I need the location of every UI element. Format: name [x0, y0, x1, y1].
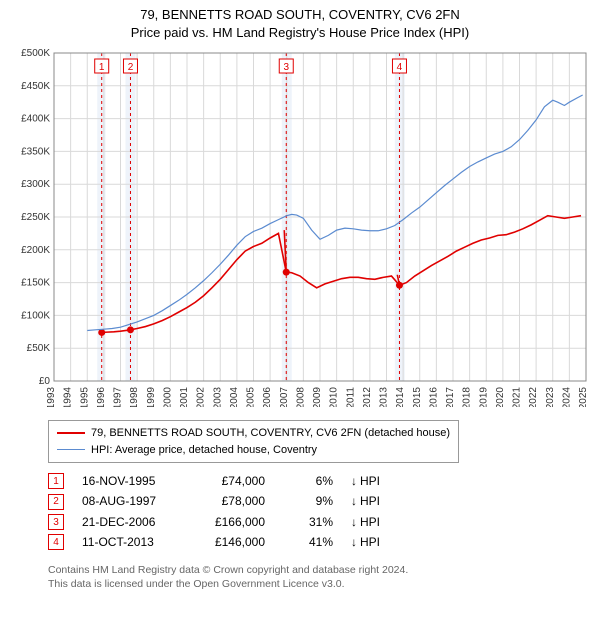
footer-line2: This data is licensed under the Open Gov…: [48, 577, 592, 591]
transaction-table: 116-NOV-1995£74,0006%↓HPI208-AUG-1997£78…: [48, 471, 592, 553]
arrow-down-icon: ↓: [351, 532, 357, 552]
legend-row: 79, BENNETTS ROAD SOUTH, COVENTRY, CV6 2…: [57, 425, 450, 442]
arrow-down-icon: ↓: [351, 491, 357, 511]
svg-text:£250K: £250K: [21, 212, 50, 223]
tx-date: 21-DEC-2006: [82, 512, 177, 532]
svg-text:2025: 2025: [578, 387, 589, 407]
tx-hpi: ↓HPI: [351, 532, 380, 552]
svg-text:£300K: £300K: [21, 179, 50, 190]
event-marker: 1: [48, 473, 64, 489]
legend: 79, BENNETTS ROAD SOUTH, COVENTRY, CV6 2…: [48, 420, 459, 463]
legend-label: 79, BENNETTS ROAD SOUTH, COVENTRY, CV6 2…: [91, 425, 450, 442]
svg-text:2004: 2004: [229, 387, 240, 407]
tx-pct: 6%: [283, 471, 333, 491]
tx-date: 16-NOV-1995: [82, 471, 177, 491]
tx-hpi: ↓HPI: [351, 491, 380, 511]
svg-text:£50K: £50K: [27, 343, 51, 354]
svg-text:1999: 1999: [146, 387, 157, 407]
svg-text:2002: 2002: [196, 387, 207, 407]
tx-date: 11-OCT-2013: [82, 532, 177, 552]
footer-line1: Contains HM Land Registry data © Crown c…: [48, 563, 592, 577]
svg-text:£400K: £400K: [21, 114, 50, 125]
svg-text:2003: 2003: [212, 387, 223, 407]
svg-text:£200K: £200K: [21, 245, 50, 256]
price-chart: £0 £50K £100K £150K £200K £250K £300K £350K £400…: [8, 47, 592, 412]
tx-hpi: ↓HPI: [351, 471, 380, 491]
chart-svg: £0 £50K £100K £150K £200K £250K £300K £350K £400…: [8, 47, 592, 407]
svg-text:2008: 2008: [295, 387, 306, 407]
legend-swatch: [57, 432, 85, 434]
hpi-label: HPI: [360, 491, 380, 511]
tx-price: £166,000: [195, 512, 265, 532]
svg-text:2019: 2019: [478, 387, 489, 407]
svg-text:4: 4: [397, 62, 403, 73]
legend-swatch: [57, 449, 85, 450]
tx-price: £74,000: [195, 471, 265, 491]
svg-text:2007: 2007: [279, 387, 290, 407]
svg-text:£350K: £350K: [21, 146, 50, 157]
svg-text:1994: 1994: [63, 387, 74, 407]
table-row: 4 11-OCT-2013 £146,000 41% ↓HPI: [48, 532, 592, 552]
svg-text:1: 1: [99, 62, 105, 73]
legend-row: HPI: Average price, detached house, Cove…: [57, 442, 450, 459]
arrow-down-icon: ↓: [351, 512, 357, 532]
svg-text:2005: 2005: [246, 387, 257, 407]
table-row: 3 21-DEC-2006 £166,000 31% ↓HPI: [48, 512, 592, 532]
svg-text:2001: 2001: [179, 387, 190, 407]
svg-text:2021: 2021: [512, 387, 523, 407]
tx-pct: 31%: [283, 512, 333, 532]
svg-text:2014: 2014: [395, 387, 406, 407]
svg-text:2017: 2017: [445, 387, 456, 407]
svg-text:2016: 2016: [428, 387, 439, 407]
hpi-label: HPI: [360, 532, 380, 552]
svg-text:2010: 2010: [329, 387, 340, 407]
tx-price: £78,000: [195, 491, 265, 511]
hpi-label: HPI: [360, 471, 380, 491]
svg-text:2022: 2022: [528, 387, 539, 407]
svg-text:1997: 1997: [113, 387, 124, 407]
tx-pct: 41%: [283, 532, 333, 552]
svg-text:2023: 2023: [545, 387, 556, 407]
arrow-down-icon: ↓: [351, 471, 357, 491]
page-title-line2: Price paid vs. HM Land Registry's House …: [8, 24, 592, 42]
svg-text:2006: 2006: [262, 387, 273, 407]
svg-text:1996: 1996: [96, 387, 107, 407]
hpi-label: HPI: [360, 512, 380, 532]
svg-text:2000: 2000: [162, 387, 173, 407]
tx-date: 08-AUG-1997: [82, 491, 177, 511]
svg-text:1993: 1993: [46, 387, 57, 407]
svg-text:2013: 2013: [379, 387, 390, 407]
svg-text:2: 2: [128, 62, 134, 73]
svg-text:2018: 2018: [462, 387, 473, 407]
svg-text:2015: 2015: [412, 387, 423, 407]
svg-text:2009: 2009: [312, 387, 323, 407]
event-marker: 3: [48, 514, 64, 530]
tx-hpi: ↓HPI: [351, 512, 380, 532]
svg-text:£500K: £500K: [21, 48, 50, 59]
svg-text:£150K: £150K: [21, 278, 50, 289]
event-marker: 2: [48, 494, 64, 510]
legend-label: HPI: Average price, detached house, Cove…: [91, 442, 317, 459]
event-marker: 4: [48, 534, 64, 550]
svg-text:£0: £0: [39, 376, 51, 387]
tx-pct: 9%: [283, 491, 333, 511]
svg-text:1995: 1995: [79, 387, 90, 407]
svg-text:£100K: £100K: [21, 310, 50, 321]
table-row: 1 16-NOV-1995 £74,000 6% ↓HPI: [48, 471, 592, 491]
svg-text:1998: 1998: [129, 387, 140, 407]
table-row: 2 08-AUG-1997 £78,000 9% ↓HPI: [48, 491, 592, 511]
svg-text:£450K: £450K: [21, 81, 50, 92]
page-title-line1: 79, BENNETTS ROAD SOUTH, COVENTRY, CV6 2…: [8, 6, 592, 24]
svg-text:3: 3: [283, 62, 289, 73]
svg-text:2024: 2024: [561, 387, 572, 407]
tx-price: £146,000: [195, 532, 265, 552]
svg-text:2011: 2011: [345, 387, 356, 407]
svg-text:2020: 2020: [495, 387, 506, 407]
svg-text:2012: 2012: [362, 387, 373, 407]
footer-attribution: Contains HM Land Registry data © Crown c…: [48, 563, 592, 591]
